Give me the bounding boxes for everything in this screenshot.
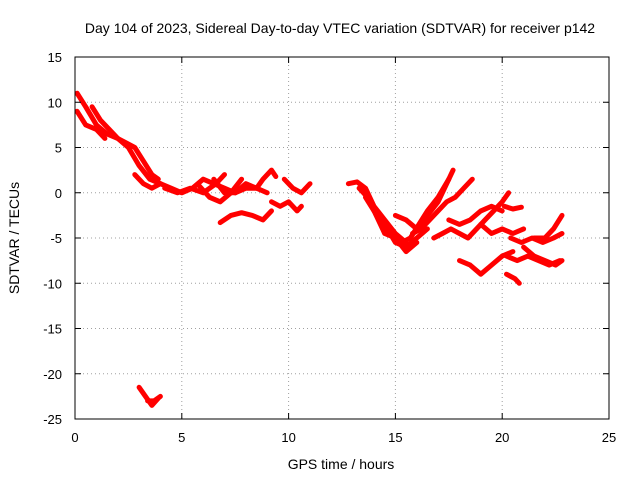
- y-tick-label: 5: [55, 141, 62, 156]
- y-tick-label: 10: [48, 95, 62, 110]
- series-arc-22: [504, 271, 522, 286]
- y-tick-label: -25: [43, 412, 62, 427]
- series-group: [74, 90, 565, 408]
- series-arc-18: [431, 190, 512, 241]
- series-arc-8: [211, 167, 279, 196]
- series-arc-25: [521, 244, 565, 268]
- series-arc-11: [281, 176, 313, 196]
- series-arc-14: [363, 194, 430, 250]
- series-arc-26: [531, 212, 565, 241]
- series-arc-29: [145, 393, 163, 404]
- series-arc-27: [501, 203, 524, 212]
- series-arc-19: [446, 203, 505, 227]
- x-tick-label: 5: [178, 430, 185, 445]
- y-tick-labels: -25 -20 -15 -10 -5 0 5 10 15: [43, 50, 62, 427]
- series-arc-20: [457, 249, 516, 277]
- y-tick-label: -10: [43, 276, 62, 291]
- y-tick-label: -5: [50, 231, 62, 246]
- x-axis-label: GPS time / hours: [288, 456, 395, 472]
- x-tick-label: 10: [281, 430, 295, 445]
- series-arc-9: [217, 208, 274, 226]
- y-tick-label: -20: [43, 367, 62, 382]
- x-tick-label: 0: [71, 430, 78, 445]
- x-tick-label: 15: [388, 430, 402, 445]
- series-arc-10: [269, 199, 304, 214]
- chart-title: Day 104 of 2023, Sidereal Day-to-day VTE…: [85, 20, 595, 36]
- series-arc-2: [74, 108, 108, 141]
- series-arc-21: [478, 221, 527, 236]
- x-tick-label: 25: [602, 430, 616, 445]
- series-arc-17: [410, 176, 475, 236]
- series-arc-16: [399, 167, 456, 245]
- x-tick-label: 20: [495, 430, 509, 445]
- y-tick-label: 0: [55, 186, 62, 201]
- series-arc-3: [89, 104, 161, 182]
- y-axis-label: SDTVAR / TECUs: [6, 182, 22, 294]
- x-tick-labels: 0 5 10 15 20 25: [71, 430, 616, 445]
- series-arc-7: [196, 176, 245, 205]
- y-tick-label: 15: [48, 50, 62, 65]
- series-arc-4: [132, 172, 163, 191]
- ticks: [74, 56, 610, 420]
- y-tick-label: -15: [43, 322, 62, 337]
